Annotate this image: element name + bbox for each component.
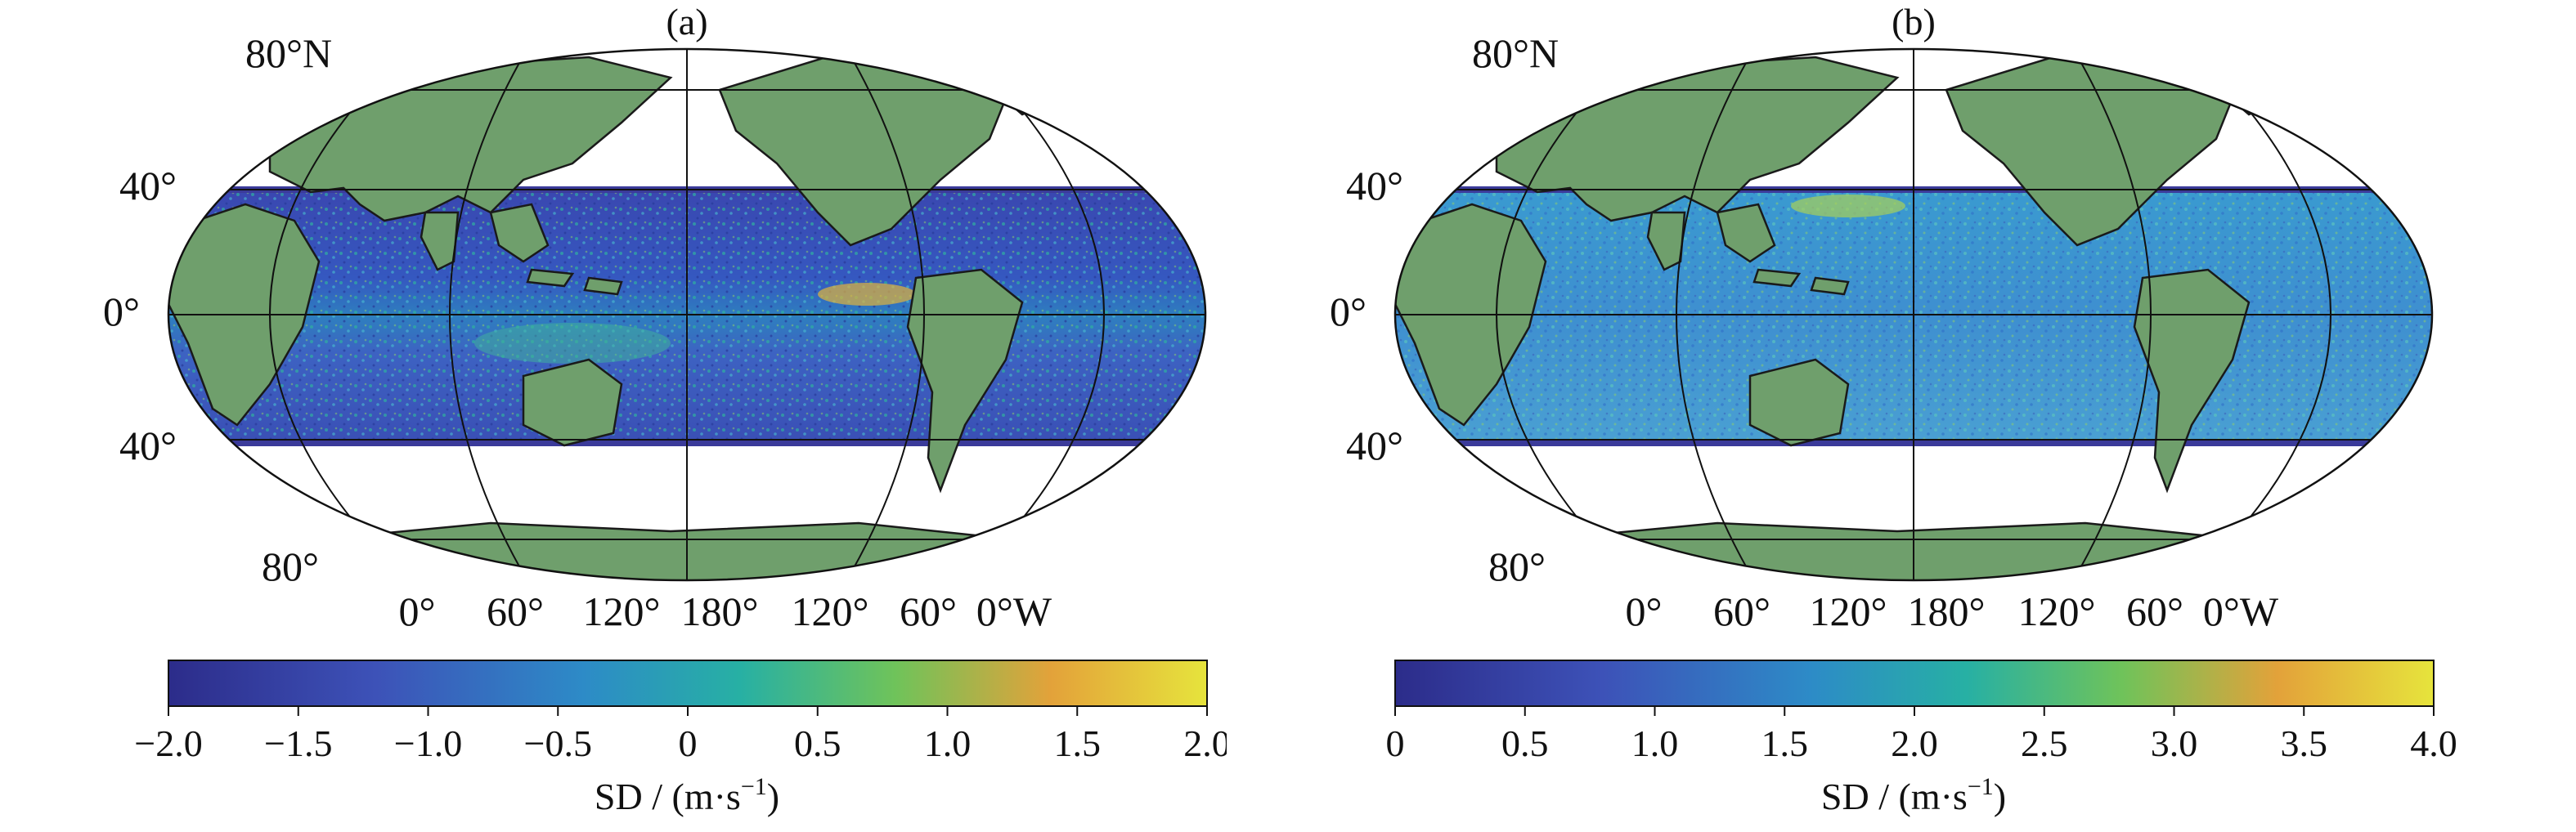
- colorbar-tick-label: 0: [679, 722, 698, 764]
- lat-label-0: 0°: [103, 289, 140, 334]
- colorbar-tick-label: 2.5: [2021, 722, 2068, 764]
- colorbar-tick-label: −2.0: [134, 722, 202, 764]
- colorbar-ticks: −2.0 −1.5 −1.0 −0.5 0 0.5 1.0 1.5 2.0: [134, 706, 1231, 764]
- colorbar-tick-label: −1.0: [394, 722, 462, 764]
- lon-label: 120°: [1810, 588, 1887, 634]
- lat-label-40s: 40°: [1346, 423, 1403, 468]
- lat-label-80s: 80°: [262, 543, 319, 589]
- lon-label: 120°: [583, 588, 661, 634]
- lat-label-40s: 40°: [119, 423, 177, 468]
- lat-label-40n: 40°: [1346, 163, 1403, 208]
- panel-title: (a): [666, 1, 707, 42]
- lat-label-80n: 80°N: [245, 30, 332, 76]
- colorbar-tick-label: 3.0: [2151, 722, 2198, 764]
- colorbar-tick-label: 1.0: [1631, 722, 1679, 764]
- colorbar-tick-label: 0: [1386, 722, 1405, 764]
- lon-label: 60°: [487, 588, 544, 634]
- lat-label-40n: 40°: [119, 163, 177, 208]
- colorbar-tick-label: 1.0: [924, 722, 972, 764]
- map-outline: [167, 47, 1207, 582]
- colorbar-tick-label: 2.0: [1183, 722, 1227, 764]
- lon-label: 60°: [900, 588, 957, 634]
- map-area: [1395, 49, 2432, 580]
- panel-a: (a): [0, 0, 1288, 828]
- map-area: [168, 49, 1205, 580]
- colorbar-ticks: 0 0.5 1.0 1.5 2.0 2.5 3.0 3.5 4.0: [1386, 706, 2457, 764]
- colorbar-tick-label: 1.5: [1054, 722, 1102, 764]
- lon-label: 120°: [2018, 588, 2096, 634]
- colorbar-tick-label: 0.5: [1501, 722, 1549, 764]
- lon-labels: 0° 60° 120° 180° 120° 60° 0°W: [1626, 588, 2279, 634]
- lon-label: 0°W: [2203, 588, 2279, 634]
- colorbar-tick-label: 2.0: [1891, 722, 1938, 764]
- lat-label-80n: 80°N: [1472, 30, 1559, 76]
- lon-label: 60°: [1713, 588, 1770, 634]
- colorbar-tick-label: −1.5: [264, 722, 332, 764]
- lon-label: 180°: [681, 588, 759, 634]
- lon-label: 60°: [2126, 588, 2183, 634]
- map-outline: [1393, 47, 2434, 582]
- colorbar: [1394, 660, 2435, 707]
- lon-label: 180°: [1908, 588, 1986, 634]
- colorbar-tick-label: 0.5: [794, 722, 841, 764]
- colorbar-tick-label: 3.5: [2281, 722, 2328, 764]
- lon-label: 0°: [399, 588, 436, 634]
- colorbar-tick-label: 4.0: [2410, 722, 2457, 764]
- panel-title: (b): [1892, 1, 1936, 42]
- panel-b: (b): [1227, 0, 2515, 828]
- colorbar-tick-label: −0.5: [524, 722, 592, 764]
- lat-label-80s: 80°: [1488, 543, 1546, 589]
- map-figure-a: (a): [103, 1, 1231, 817]
- colorbar-label: SD / (m·s−1): [595, 773, 779, 817]
- lon-label: 120°: [792, 588, 869, 634]
- lon-labels: 0° 60° 120° 180° 120° 60° 0°W: [399, 588, 1052, 634]
- lon-label: 0°: [1626, 588, 1663, 634]
- colorbar-tick-label: 1.5: [1761, 722, 1809, 764]
- colorbar-label: SD / (m·s−1): [1821, 773, 2006, 817]
- map-figure-b: (b): [1330, 1, 2457, 817]
- colorbar: [168, 660, 1208, 707]
- lat-label-0: 0°: [1330, 289, 1367, 334]
- lon-label: 0°W: [976, 588, 1052, 634]
